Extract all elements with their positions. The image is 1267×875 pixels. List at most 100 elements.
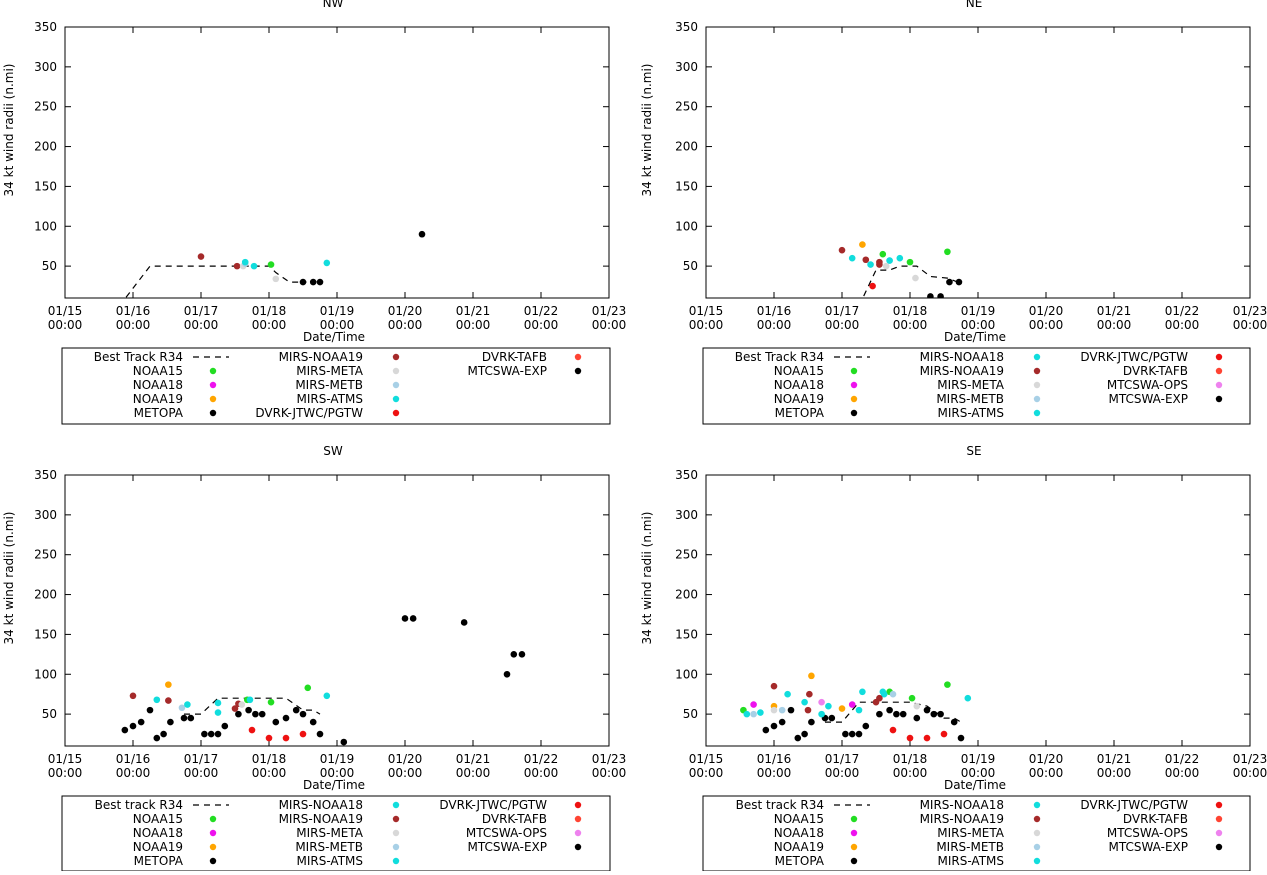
point-metopa [180,714,188,722]
x-tick-date-label: 01/16 [116,304,151,318]
legend-label: MIRS-NOAA18 [279,798,363,812]
x-tick-time-label: 00:00 [592,766,627,780]
point-metopa [950,718,958,726]
x-tick-date-label: 01/20 [388,752,423,766]
legend-label: DVRK-JTWC/PGTW [255,406,363,420]
point-metopa [418,230,426,238]
point-noaa15 [906,258,914,266]
legend-dot [209,395,217,403]
point-dvrk-jtwc-pgtw [248,726,256,734]
point-metopa [899,710,907,718]
point-metopa [955,278,963,286]
chart-title: NE [966,0,983,10]
y-tick-label: 50 [683,259,698,273]
point-noaa18 [848,701,856,708]
y-axis-label: 34 kt wind radii (n.mi) [640,512,654,645]
x-tick-date-label: 01/22 [1165,752,1200,766]
legend-dot [574,829,582,837]
plot-frame [705,26,1251,299]
x-tick-date-label: 01/20 [388,304,423,318]
point-mirs-noaa18 [153,696,161,704]
point-noaa15 [267,261,275,268]
x-tick-date-label: 01/20 [1029,304,1064,318]
legend-dot [850,367,858,375]
x-tick-time-label: 00:00 [252,318,287,332]
point-mirs-noaa19 [876,261,883,268]
legend-label: METOPA [775,854,825,868]
y-tick-label: 350 [34,20,57,34]
legend-label: Best track R34 [95,798,183,812]
point-metopa [137,718,145,726]
legend-dot [1033,409,1041,417]
y-tick-label: 250 [34,548,57,562]
point-noaa15 [944,681,951,688]
y-tick-label: 150 [34,179,57,193]
x-tick-time-label: 00:00 [893,318,928,332]
legend-label: NOAA19 [774,840,824,854]
x-tick-time-label: 00:00 [524,318,559,332]
point-mirs-metb [750,710,757,718]
point-mirs-meta [238,701,246,708]
point-mirs-meta [882,262,890,270]
legend-label: MTCSWA-OPS [1107,378,1188,392]
x-tick-time-label: 00:00 [1097,766,1132,780]
point-metopa [167,718,174,726]
x-tick-time-label: 00:00 [961,318,996,332]
point-mirs-noaa19 [804,706,812,714]
best-track-line [184,697,321,715]
point-metopa [214,730,222,738]
legend-dot [850,409,858,417]
x-tick-date-label: 01/19 [961,752,996,766]
legend-label: MIRS-META [937,378,1005,392]
legend-label: DVRK-JTWC/PGTW [1080,350,1188,364]
point-metopa [828,714,836,722]
legend-label: NOAA18 [774,378,824,392]
point-dvrk-jtwc-pgtw [282,734,290,742]
legend-dot [209,409,217,417]
legend-dot [850,815,858,823]
legend-label: NOAA15 [774,812,824,826]
point-metopa [299,710,307,718]
point-noaa19 [808,672,815,680]
point-mirs-meta [912,274,919,282]
x-tick-time-label: 00:00 [48,766,83,780]
y-tick-label: 150 [34,627,57,641]
y-tick-label: 50 [683,707,698,721]
point-metopa [221,722,229,730]
point-mirs-atms [859,688,866,696]
point-mirs-atms [250,262,258,270]
point-metopa [794,734,802,742]
chart-title: SW [323,444,343,458]
point-metopa [886,706,893,714]
y-tick-label: 250 [675,100,698,114]
x-tick-time-label: 00:00 [1165,318,1200,332]
legend-label: MIRS-NOAA19 [279,812,363,826]
legend-label: MTCSWA-EXP [1109,392,1189,406]
x-tick-date-label: 01/17 [825,752,860,766]
data-layer [121,615,526,746]
legend-dot [392,395,400,403]
point-mirs-atms [855,706,863,714]
legend-label: METOPA [775,406,825,420]
x-tick-date-label: 01/23 [1233,752,1267,766]
legend-dot [574,353,582,361]
chart-title: SE [966,444,981,458]
x-tick-date-label: 01/15 [48,752,83,766]
x-tick-date-label: 01/21 [1097,304,1132,318]
legend-label: DVRK-JTWC/PGTW [1080,798,1188,812]
plot-frame [705,474,1251,747]
point-mirs-atms [757,709,764,716]
x-tick-date-label: 01/18 [893,304,928,318]
x-tick-date-label: 01/16 [116,752,151,766]
legend-dot [1215,367,1223,375]
legend-frame [61,347,611,425]
legend-label: MIRS-METB [295,840,363,854]
legend-dot [209,815,217,823]
point-mirs-atms [801,698,808,706]
point-mirs-atms [184,701,191,708]
legend-dot [1215,843,1223,851]
panel-se: SE3503002502001501005001/1500:0001/1600:… [640,444,1267,872]
